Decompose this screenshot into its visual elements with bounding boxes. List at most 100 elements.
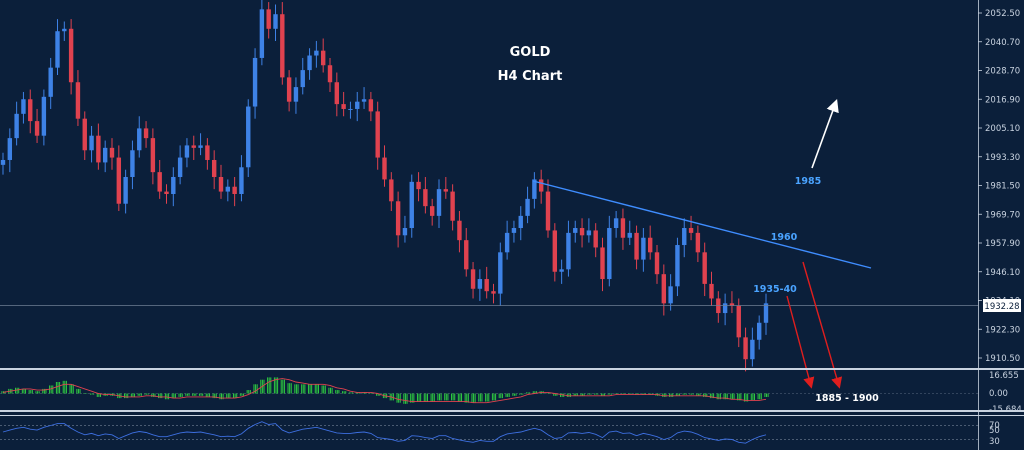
histogram-bar xyxy=(515,393,517,396)
candle-body xyxy=(109,147,115,158)
histogram-bar xyxy=(96,393,98,397)
histogram-bar xyxy=(500,393,502,399)
candle-body xyxy=(647,237,653,253)
candle-body xyxy=(164,191,169,195)
histogram-bar xyxy=(268,377,270,394)
candle-body xyxy=(177,157,183,177)
histogram-bar xyxy=(684,393,686,395)
histogram-bar xyxy=(750,393,752,401)
candle-body xyxy=(457,220,462,241)
candle-body xyxy=(613,218,619,229)
histogram-bar xyxy=(364,392,366,394)
histogram-bar xyxy=(488,393,490,402)
candle-body xyxy=(470,269,476,289)
candle-body xyxy=(375,111,380,158)
histogram-bar xyxy=(304,384,306,394)
histogram-bar xyxy=(440,393,442,401)
candle-body xyxy=(327,65,333,83)
histogram-bar xyxy=(760,393,762,400)
histogram-bar xyxy=(406,393,408,404)
histogram-bar xyxy=(83,393,85,394)
histogram-bar xyxy=(52,385,54,394)
candle-body xyxy=(280,14,285,78)
candle-body xyxy=(7,138,13,160)
candle-body xyxy=(361,99,367,102)
histogram-bar xyxy=(270,377,272,394)
histogram-bar xyxy=(716,393,718,400)
candle-body xyxy=(34,121,40,136)
histogram-bar xyxy=(507,393,509,397)
histogram-bar xyxy=(38,391,40,394)
histogram-bar xyxy=(45,388,47,394)
histogram-bar xyxy=(583,393,585,396)
histogram-bar xyxy=(294,384,296,394)
histogram-bar xyxy=(243,393,245,396)
histogram-bar xyxy=(181,393,183,397)
histogram-bar xyxy=(161,393,163,399)
price-tick-label: 1946.10 xyxy=(985,268,1020,278)
histogram-bar xyxy=(72,384,74,394)
candle-body xyxy=(532,179,537,199)
histogram-bar xyxy=(554,393,556,396)
candle-body xyxy=(423,189,428,207)
histogram-bar xyxy=(454,393,456,401)
candle-body xyxy=(586,230,592,236)
candle-body xyxy=(225,186,231,192)
histogram-bar xyxy=(246,390,248,394)
candle-body xyxy=(518,215,523,229)
histogram-bar xyxy=(71,384,73,394)
histogram-bar xyxy=(560,393,562,397)
osc-tick-label: 0.00 xyxy=(989,389,1008,399)
histogram-bar xyxy=(137,393,139,396)
histogram-bar xyxy=(212,393,214,399)
candle-body xyxy=(75,82,81,119)
histogram-bar xyxy=(275,377,277,394)
histogram-bar xyxy=(77,388,79,394)
price-tick-label: 2040.70 xyxy=(985,38,1020,48)
histogram-bar xyxy=(283,379,285,394)
candle-body xyxy=(579,228,585,236)
histogram-bar xyxy=(193,393,195,396)
histogram-bar xyxy=(411,393,413,403)
histogram-bar xyxy=(28,390,30,394)
histogram-bar xyxy=(338,390,340,394)
histogram-bar xyxy=(570,393,572,397)
histogram-bar xyxy=(556,393,558,396)
osc-axis-ticks: 16.655 0.00 -15.684 xyxy=(989,371,1022,415)
histogram-bar xyxy=(508,393,510,397)
histogram-bar xyxy=(616,393,618,394)
candle-body xyxy=(641,237,646,260)
histogram-bar xyxy=(423,393,425,402)
candle-body xyxy=(259,9,265,58)
rsi-tick-label: 50 xyxy=(989,426,1000,436)
histogram-bar xyxy=(227,393,229,399)
histogram-bar xyxy=(718,393,720,400)
histogram-bar xyxy=(370,393,372,394)
candle-body xyxy=(661,274,667,304)
candle-body xyxy=(21,99,26,114)
histogram-bar xyxy=(302,384,304,394)
histogram-bar xyxy=(399,393,401,403)
candle-body xyxy=(573,228,578,233)
label-target: 1885 - 1900 xyxy=(815,393,879,404)
histogram-bar xyxy=(267,377,269,394)
candle-body xyxy=(41,96,47,136)
histogram-bar xyxy=(152,393,154,397)
osc-signal-line xyxy=(2,378,767,404)
histogram-bar xyxy=(335,390,337,394)
price-tick-label: 1957.90 xyxy=(985,239,1020,249)
histogram-bar xyxy=(69,384,71,394)
histogram-bar xyxy=(573,393,575,396)
price-tick-label: 1969.70 xyxy=(985,210,1020,220)
histogram-bar xyxy=(127,393,129,399)
histogram-bar xyxy=(767,393,769,397)
down-arrow-2 xyxy=(802,261,843,389)
candle-body xyxy=(695,232,701,253)
histogram-bar xyxy=(404,393,406,404)
histogram-bar xyxy=(98,393,100,397)
histogram-bar xyxy=(84,393,86,394)
histogram-bar xyxy=(629,393,631,394)
histogram-bar xyxy=(548,393,549,394)
histogram-bar xyxy=(195,393,197,396)
